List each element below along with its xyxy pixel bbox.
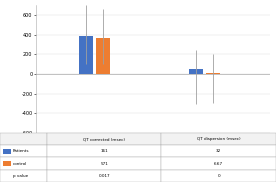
Bar — [0, 157, 47, 170]
Text: 0.017: 0.017 — [98, 174, 110, 178]
Text: 6.67: 6.67 — [214, 162, 223, 166]
Bar — [79, 36, 93, 74]
Bar — [47, 133, 161, 145]
Text: 32: 32 — [216, 149, 221, 153]
Text: control: control — [13, 162, 27, 166]
Text: QT corrected (msec): QT corrected (msec) — [83, 137, 125, 141]
Bar — [96, 38, 110, 74]
Text: 571: 571 — [100, 162, 108, 166]
Bar — [3, 161, 11, 166]
Bar — [189, 69, 203, 74]
Text: 161: 161 — [100, 149, 108, 153]
Bar — [47, 145, 161, 157]
Bar — [3, 149, 11, 154]
Bar — [47, 170, 161, 182]
Bar — [0, 170, 47, 182]
Bar — [161, 133, 276, 145]
Text: p value: p value — [13, 174, 28, 178]
Bar — [161, 145, 276, 157]
Bar — [206, 73, 220, 74]
Bar — [161, 157, 276, 170]
Bar — [161, 170, 276, 182]
Text: Patients: Patients — [13, 149, 30, 153]
Text: 0: 0 — [217, 174, 220, 178]
Bar — [0, 133, 47, 145]
Bar — [47, 157, 161, 170]
Bar — [0, 145, 47, 157]
Text: QT dispersion (msec): QT dispersion (msec) — [197, 137, 241, 141]
